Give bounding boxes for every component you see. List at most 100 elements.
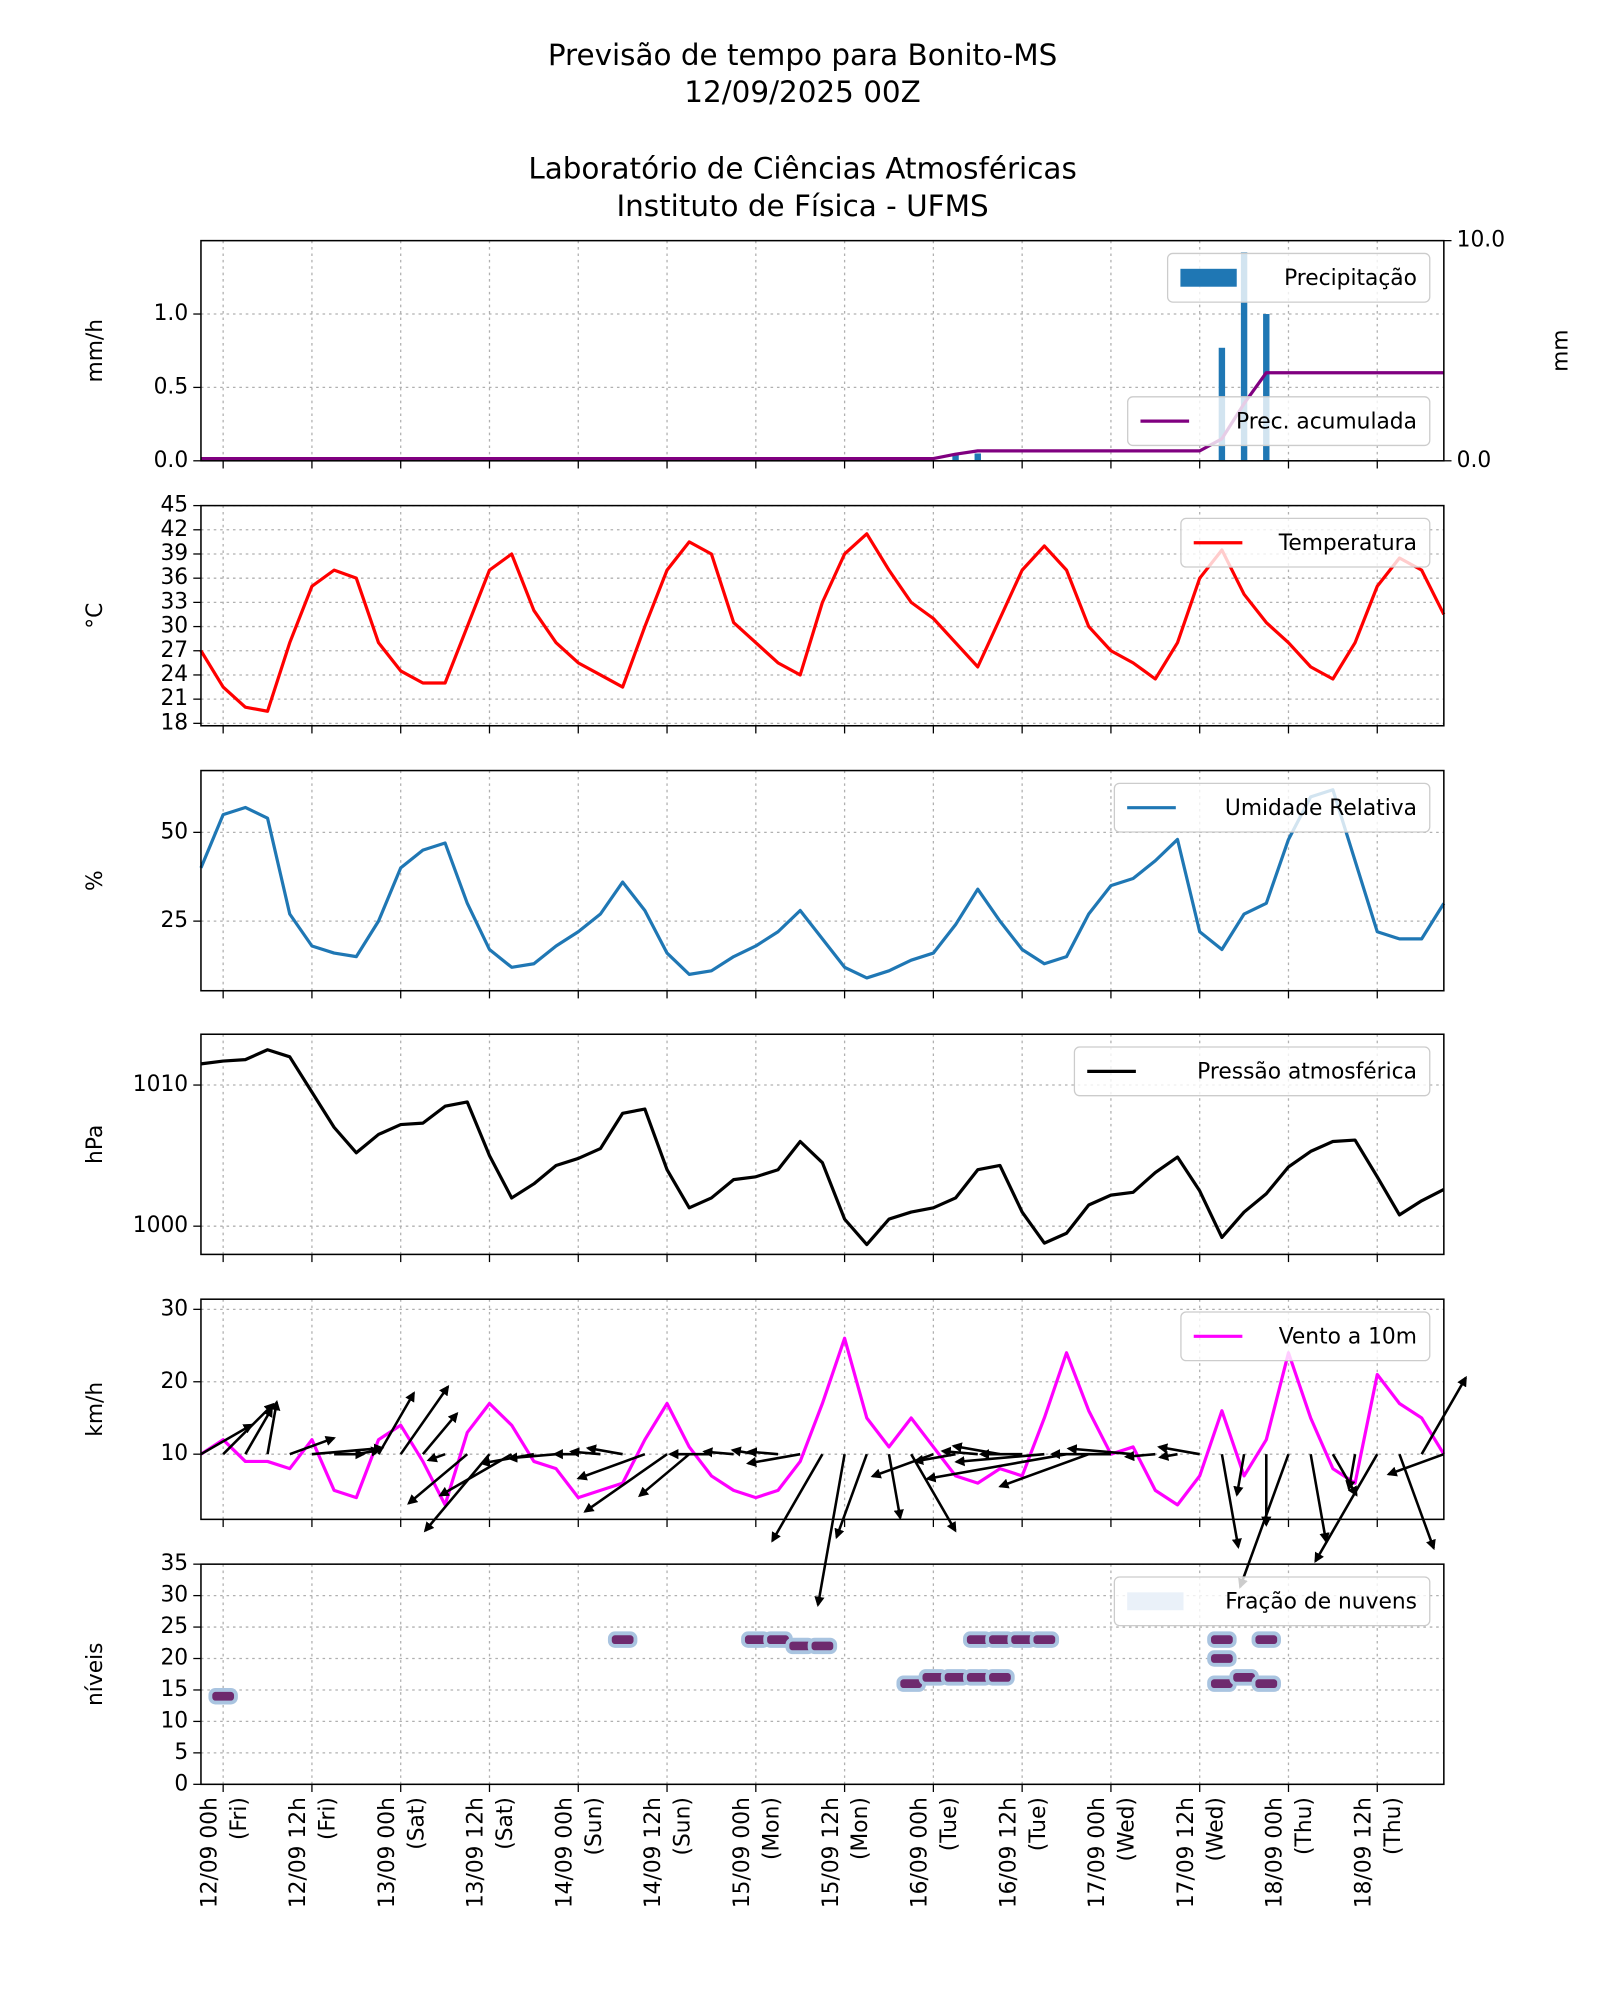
legend-label: Vento a 10m xyxy=(1279,1325,1417,1350)
x-tick-day: (Mon) xyxy=(759,1797,784,1860)
x-tick-label: 14/09 12h xyxy=(641,1797,666,1908)
data-line xyxy=(199,788,1446,980)
legend-box xyxy=(1127,396,1431,447)
legend-box xyxy=(1113,782,1431,833)
bar xyxy=(1240,252,1248,461)
wind-arrow xyxy=(910,1453,957,1533)
legend-box xyxy=(1113,1576,1431,1627)
wind-arrow xyxy=(746,1452,801,1468)
bar xyxy=(952,453,959,461)
x-tick-label: 18/09 00h xyxy=(1263,1797,1288,1908)
y-tick-label: 10 xyxy=(160,1708,188,1733)
title-line: 12/09/2025 00Z xyxy=(684,75,921,109)
wind-arrow xyxy=(1220,1453,1242,1549)
y-tick-label: 24 xyxy=(160,662,188,687)
y-tick-label: 25 xyxy=(160,1614,188,1639)
y-axis-label: % xyxy=(83,870,108,891)
cloud-cell xyxy=(807,1637,838,1655)
wind-arrow xyxy=(834,1453,868,1540)
y-tick-label: 30 xyxy=(160,1296,188,1321)
cloud-cell xyxy=(1207,1631,1237,1648)
wind-arrow xyxy=(702,1447,734,1458)
y-tick-label: 1010 xyxy=(133,1072,188,1097)
axes-frame xyxy=(200,1033,1445,1256)
legend-label: Prec. acumulada xyxy=(1236,409,1417,434)
legend-swatch xyxy=(1127,1592,1184,1611)
x-tick-label: 12/09 12h xyxy=(286,1797,311,1908)
x-tick-day: (Wed) xyxy=(1115,1797,1140,1861)
wind-arrow xyxy=(244,1406,273,1455)
wind-arrow xyxy=(1157,1443,1200,1456)
legend-label: Fração de nuvens xyxy=(1225,1590,1417,1615)
wind-arrow xyxy=(507,1452,557,1463)
data-line xyxy=(200,1048,1445,1247)
cloud-cell xyxy=(985,1669,1015,1686)
x-tick-label: 16/09 12h xyxy=(996,1797,1021,1908)
y-axis-label: °C xyxy=(83,603,108,629)
wind-arrow xyxy=(940,1446,978,1457)
y-axis-label: mm/h xyxy=(83,319,108,383)
y2-axis-label: mm xyxy=(1549,330,1574,372)
wind-arrow xyxy=(1386,1452,1445,1477)
bar xyxy=(974,453,981,461)
wind-arrow xyxy=(421,1412,459,1456)
y-tick-label: 10 xyxy=(160,1441,188,1466)
wind-arrow xyxy=(1398,1453,1436,1551)
y-tick-label: 39 xyxy=(160,541,188,566)
wind-arrow xyxy=(1233,1453,1246,1497)
legend-box xyxy=(1166,252,1431,303)
title-line: Instituto de Física - UFMS xyxy=(616,189,988,223)
y-tick-label: 45 xyxy=(160,493,188,518)
title-line: Previsão de tempo para Bonito-MS xyxy=(548,38,1057,72)
x-tick-label: 15/09 12h xyxy=(819,1797,844,1908)
wind-arrow xyxy=(638,1453,691,1498)
x-tick-label: 16/09 00h xyxy=(908,1797,933,1908)
y-tick-label: 30 xyxy=(160,1583,188,1608)
wind-arrow xyxy=(1314,1453,1379,1564)
wind-arrow xyxy=(585,1444,623,1456)
y-tick-label: 0 xyxy=(174,1771,188,1796)
wind-arrow xyxy=(998,1452,1090,1489)
x-tick-label: 18/09 12h xyxy=(1351,1797,1376,1908)
legend-box xyxy=(1180,517,1431,568)
x-tick-label: 13/09 00h xyxy=(375,1797,400,1908)
wind-arrow xyxy=(407,1453,469,1505)
wind-arrow xyxy=(289,1436,336,1456)
wind-arrow xyxy=(426,1452,446,1463)
wind-arrow xyxy=(1158,1450,1178,1461)
x-tick-label: 15/09 00h xyxy=(730,1797,755,1908)
y-tick-label: 18 xyxy=(160,710,188,735)
x-tick-label: 17/09 12h xyxy=(1174,1797,1199,1908)
wind-arrow xyxy=(583,1453,668,1513)
y-tick-label: 42 xyxy=(160,517,188,542)
x-tick-day: (Thu) xyxy=(1381,1797,1406,1855)
legend-label: Precipitação xyxy=(1284,266,1417,291)
y-tick-label: 50 xyxy=(160,819,188,844)
wind-arrow xyxy=(954,1452,1045,1467)
wind-arrow xyxy=(1238,1453,1290,1589)
y-tick-label: 25 xyxy=(160,908,188,933)
wind-arrow xyxy=(1309,1453,1330,1544)
legend-swatch xyxy=(1180,268,1237,287)
x-tick-label: 13/09 12h xyxy=(464,1797,489,1908)
bar xyxy=(1263,314,1270,461)
data-line xyxy=(200,1336,1446,1507)
wind-arrow xyxy=(356,1446,382,1457)
cloud-cell xyxy=(1029,1631,1060,1648)
y-tick-label: 20 xyxy=(160,1646,188,1671)
data-line xyxy=(199,532,1446,713)
x-tick-day: (Wed) xyxy=(1203,1797,1228,1861)
axes-frame xyxy=(200,504,1445,727)
cloud-cell xyxy=(208,1688,238,1705)
axes-frame xyxy=(200,769,1445,992)
wind-arrow xyxy=(746,1447,779,1458)
y2-tick-label: 10.0 xyxy=(1457,228,1505,253)
wind-arrow xyxy=(814,1453,846,1607)
cloud-cell xyxy=(1251,1631,1282,1648)
axes-frame xyxy=(200,1563,1445,1786)
wind-arrow xyxy=(1123,1450,1156,1462)
y-tick-label: 0.5 xyxy=(154,374,189,399)
legend-box xyxy=(1073,1046,1431,1097)
wind-arrow xyxy=(266,1399,281,1455)
